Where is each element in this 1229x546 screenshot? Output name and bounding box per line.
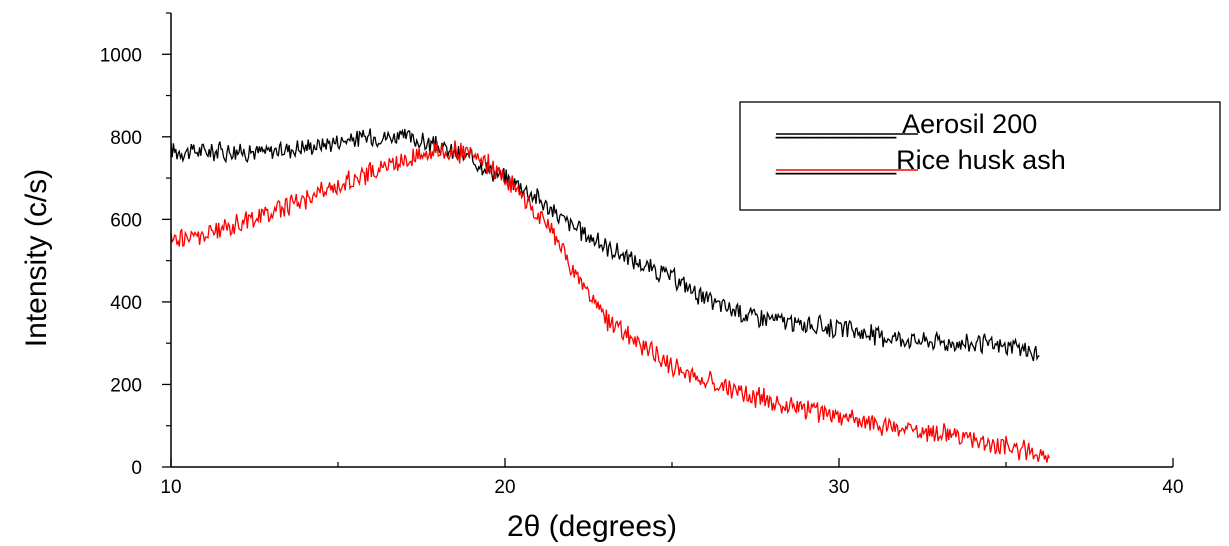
legend-box [739, 101, 1221, 211]
y-tick-label: 200 [110, 375, 142, 396]
x-axis-title: 2θ (degrees) [507, 510, 677, 543]
x-tick-label: 20 [494, 477, 515, 498]
y-tick-label: 600 [110, 210, 142, 231]
x-tick-label: 40 [1162, 477, 1183, 498]
y-tick-label: 1000 [100, 45, 142, 66]
series-layer [170, 128, 1050, 463]
y-tick-label: 0 [131, 458, 142, 479]
series-line-1 [170, 128, 1040, 362]
axes-layer [162, 12, 1174, 468]
y-axis-title: Intensity (c/s) [20, 169, 53, 347]
y-tick-label: 800 [110, 128, 142, 149]
y-tick-label: 400 [110, 293, 142, 314]
legend: ________ Aerosil 200________Rice husk as… [739, 101, 1221, 211]
x-tick-label: 10 [160, 477, 181, 498]
x-tick-label: 30 [828, 477, 849, 498]
series-line-2 [170, 140, 1050, 463]
